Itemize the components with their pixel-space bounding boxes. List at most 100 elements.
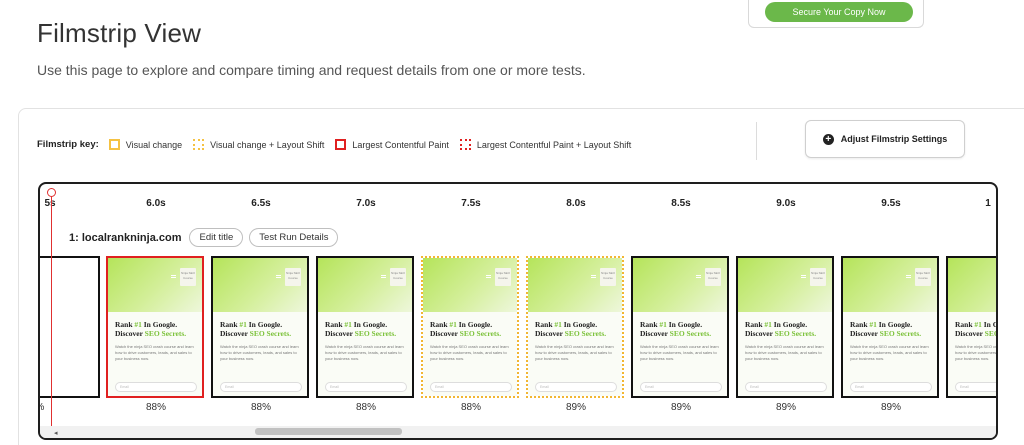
screenshot-heading: Rank #1 In Google. Discover SEO Secrets. — [640, 320, 712, 338]
key-visual-change-layout-shift: Visual change + Layout Shift — [193, 139, 324, 150]
screenshot-email-input: Email — [850, 382, 932, 392]
time-tick: 7.5s — [461, 198, 481, 209]
screenshot-hero: Ninja SEO Course — [948, 258, 996, 312]
time-tick: 1 — [985, 198, 991, 209]
edit-title-button[interactable]: Edit title — [189, 228, 244, 247]
visual-change-swatch-icon — [108, 139, 120, 150]
site-logo: Ninja SEO Course — [600, 268, 616, 286]
visual-complete-percent: % — [40, 402, 44, 413]
site-logo: Ninja SEO Course — [495, 268, 511, 286]
screenshot-hero: Ninja SEO Course — [108, 258, 202, 312]
screenshot-hero: Ninja SEO Course — [528, 258, 622, 312]
screenshot-email-input: Email — [430, 382, 512, 392]
screenshot-hero: Ninja SEO Course — [213, 258, 307, 312]
filmstrip-frame[interactable]: Ninja SEO Course Rank #1 In Google. Disco… — [736, 256, 834, 398]
screenshot-text: Watch the ninja SEO crash course and lea… — [325, 344, 404, 361]
scrollbar-thumb[interactable] — [255, 428, 402, 435]
screenshot-body: Rank #1 In Google. Discover SEO Secrets.… — [948, 312, 998, 396]
screenshot-hero: Ninja SEO Course — [633, 258, 727, 312]
visual-complete-percent: 88% — [145, 402, 167, 413]
adjust-filmstrip-label: Adjust Filmstrip Settings — [840, 134, 948, 144]
screenshot-text: Watch the ninja SEO crash course and lea… — [640, 344, 719, 361]
screenshot-text: Watch the ninja SEO crash course and lea… — [850, 344, 929, 361]
key-label: Visual change + Layout Shift — [210, 139, 325, 150]
time-tick: 5s — [44, 198, 56, 209]
screenshot-body: Rank #1 In Google. Discover SEO Secrets.… — [423, 312, 517, 396]
filmstrip-frame[interactable]: Ninja SEO Course Rank #1 In Google. Disco… — [421, 256, 519, 398]
screenshot-text: Watch the ninja SEO crash course and lea… — [955, 344, 998, 361]
screenshot-body: Rank #1 In Google. Discover SEO Secrets.… — [108, 312, 202, 396]
screenshot-heading: Rank #1 In Google. Discover SEO Secrets. — [325, 320, 397, 338]
key-visual-change: Visual change — [108, 139, 183, 150]
secure-copy-button[interactable]: Secure Your Copy Now — [765, 2, 913, 22]
playhead-handle[interactable] — [47, 188, 56, 197]
visual-complete-percent: 88% — [355, 402, 377, 413]
screenshot-heading: Rank #1 In Google. Discover SEO Secrets. — [535, 320, 607, 338]
visual-complete-percent: 89% — [670, 402, 692, 413]
screenshot-email-input: Email — [745, 382, 827, 392]
time-tick: 7.0s — [356, 198, 376, 209]
timeline: 5s 6.0s 6.5s 7.0s 7.5s 8.0s 8.5s 9.0s 9.… — [40, 184, 996, 224]
divider — [756, 122, 757, 160]
site-logo: Ninja SEO Course — [180, 268, 196, 286]
site-logo: Ninja SEO Course — [285, 268, 301, 286]
screenshot-body: Rank #1 In Google. Discover SEO Secrets.… — [528, 312, 622, 396]
menu-icon — [381, 275, 386, 278]
test-row-header: 1: localrankninja.com Edit title Test Ru… — [69, 228, 344, 247]
filmstrip-frame[interactable]: Ninja SEO Course Rank #1 In Google. Disco… — [526, 256, 624, 398]
visual-complete-percent: 89% — [565, 402, 587, 413]
screenshot-text: Watch the ninja SEO crash course and lea… — [745, 344, 824, 361]
screenshot-email-input: Email — [535, 382, 617, 392]
visual-complete-percent: 88% — [250, 402, 272, 413]
site-logo: Ninja SEO Course — [810, 268, 826, 286]
key-label: Largest Contentful Paint — [352, 139, 449, 150]
filmstrip-frame[interactable]: Ninja SEO Course Rank #1 In Google. Disco… — [106, 256, 204, 398]
time-tick: 8.5s — [671, 198, 691, 209]
screenshot-email-input: Email — [115, 382, 197, 392]
playhead-line[interactable] — [51, 192, 52, 438]
visual-change-shift-swatch-icon — [193, 139, 205, 150]
filmstrip-frame[interactable]: Ninja SEO Course Rank #1 In Google. Disco… — [631, 256, 729, 398]
key-label: Visual change — [125, 139, 183, 150]
screenshot-hero: Ninja SEO Course — [738, 258, 832, 312]
lcp-shift-swatch-icon — [459, 139, 471, 150]
menu-icon — [171, 275, 176, 278]
visual-complete-percent: 89% — [880, 402, 902, 413]
screenshot-email-input: Email — [640, 382, 722, 392]
filmstrip[interactable]: 5s 6.0s 6.5s 7.0s 7.5s 8.0s 8.5s 9.0s 9.… — [38, 182, 998, 440]
screenshot-body: Rank #1 In Google. Discover SEO Secrets.… — [213, 312, 307, 396]
time-tick: 6.0s — [146, 198, 166, 209]
screenshot-text: Watch the ninja SEO crash course and lea… — [430, 344, 509, 361]
screenshot-heading: Rank #1 In Google. Discover SEO Secrets. — [745, 320, 817, 338]
screenshot-heading: Rank #1 In Google. Discover SEO Secrets. — [955, 320, 998, 338]
time-tick: 9.5s — [881, 198, 901, 209]
test-run-details-button[interactable]: Test Run Details — [249, 228, 339, 247]
screenshot-hero: Ninja SEO Course — [423, 258, 517, 312]
scroll-left-icon[interactable]: ◂ — [54, 430, 58, 437]
time-tick: 8.0s — [566, 198, 586, 209]
adjust-filmstrip-settings-button[interactable]: + Adjust Filmstrip Settings — [805, 120, 965, 158]
menu-icon — [486, 275, 491, 278]
filmstrip-key: Filmstrip key: Visual change Visual chan… — [37, 139, 642, 150]
visual-complete-percent: 88% — [460, 402, 482, 413]
time-tick: 9.0s — [776, 198, 796, 209]
screenshot-body: Rank #1 In Google. Discover SEO Secrets.… — [843, 312, 937, 396]
horizontal-scrollbar[interactable]: ◂ — [40, 426, 996, 438]
filmstrip-frame[interactable] — [40, 256, 100, 398]
page-title: Filmstrip View — [37, 18, 202, 48]
screenshot-text: Watch the ninja SEO crash course and lea… — [535, 344, 614, 361]
filmstrip-frame[interactable]: Ninja SEO Course Rank #1 In Google. Disco… — [211, 256, 309, 398]
promo-card: Secure Your Copy Now — [748, 0, 924, 28]
screenshot-text: Watch the ninja SEO crash course and lea… — [115, 344, 194, 361]
key-lcp: Largest Contentful Paint — [335, 139, 449, 150]
screenshot-body: Rank #1 In Google. Discover SEO Secrets.… — [738, 312, 832, 396]
screenshot-email-input: Email — [220, 382, 302, 392]
menu-icon — [276, 275, 281, 278]
screenshot-heading: Rank #1 In Google. Discover SEO Secrets. — [850, 320, 922, 338]
screenshot-text: Watch the ninja SEO crash course and lea… — [220, 344, 299, 361]
menu-icon — [591, 275, 596, 278]
screenshot-heading: Rank #1 In Google. Discover SEO Secrets. — [220, 320, 292, 338]
